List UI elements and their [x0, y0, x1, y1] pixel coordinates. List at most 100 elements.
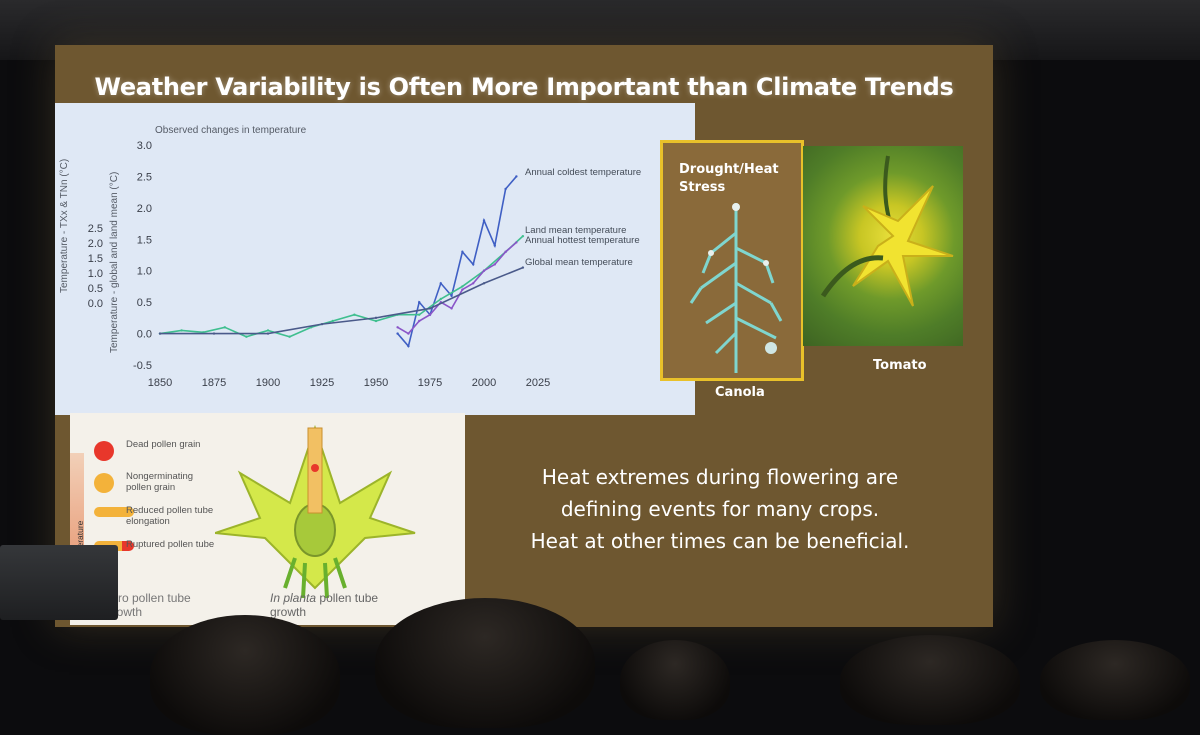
- data-point: [245, 335, 248, 338]
- data-point: [418, 300, 421, 304]
- data-point: [461, 250, 464, 254]
- data-point: [521, 266, 525, 269]
- data-point: [461, 285, 464, 288]
- y-tick-label-left: 1.5: [88, 253, 103, 265]
- flower-diagram: [215, 424, 416, 599]
- legend-label: Ruptured pollen tube: [126, 539, 215, 550]
- y-axis-label-left: Temperature - TXx & TNn (°C): [59, 159, 70, 293]
- series-line: [397, 241, 517, 335]
- data-point: [407, 344, 410, 348]
- in-vitro-caption: vitro pollen tube growth: [106, 591, 191, 619]
- temperature-chart: Observed changes in temperature Temperat…: [55, 103, 695, 415]
- canola-photo-frame: Drought/Heat Stress: [660, 140, 804, 381]
- x-tick-label: 1950: [364, 377, 388, 389]
- data-point: [439, 282, 442, 285]
- data-point: [493, 244, 496, 247]
- canola-caption: Canola: [715, 385, 765, 400]
- data-point: [450, 294, 453, 298]
- legend-label: Nongerminating pollen grain: [126, 471, 194, 493]
- data-point: [223, 326, 226, 329]
- data-point: [504, 187, 507, 191]
- y-tick-label-right: 2.0: [137, 203, 152, 215]
- data-point: [407, 332, 410, 335]
- y-tick-label-right: 3.0: [137, 140, 152, 152]
- quote-line-2: defining events for many crops.: [560, 497, 880, 521]
- y-tick-label-right: -0.5: [133, 360, 152, 372]
- y-tick-label-right: 1.0: [137, 266, 152, 278]
- data-point: [439, 297, 442, 301]
- data-point: [472, 263, 475, 266]
- data-point: [428, 307, 432, 310]
- x-tick-label: 2025: [526, 377, 550, 389]
- series-line: [159, 235, 524, 338]
- data-point: [212, 332, 216, 335]
- y-tick-label-left: 0.0: [88, 298, 103, 310]
- y-axis-label-right: Temperature - global and land mean (°C): [109, 172, 120, 353]
- legend-swatch: [94, 507, 134, 517]
- y-axis-ticks-right: -0.5 0.0 0.5 1.0 1.5 2.0 2.5 3.0: [133, 140, 152, 372]
- y-tick-label-right: 0.0: [137, 329, 152, 341]
- pollen-flower-figure: High Temperature Dead pollen grainNonger…: [70, 413, 465, 625]
- quote-line-1: Heat extremes during flowering are: [541, 465, 899, 489]
- data-point: [266, 329, 270, 332]
- y-tick-label-left: 1.0: [88, 268, 103, 280]
- data-point: [450, 307, 453, 310]
- data-point: [353, 313, 356, 316]
- data-point: [180, 329, 183, 332]
- data-point: [472, 282, 475, 285]
- series-label: Annual coldest temperature: [525, 167, 641, 178]
- chart-title: Observed changes in temperature: [155, 125, 307, 136]
- audience-head: [150, 615, 340, 735]
- data-point: [515, 241, 518, 244]
- slide-title: Weather Variability is Often More Import…: [94, 73, 954, 101]
- y-tick-label-left: 2.0: [88, 238, 103, 250]
- legend-label: Reduced pollen tube elongation: [126, 505, 214, 527]
- x-tick-label: 1975: [418, 377, 442, 389]
- series-label: Annual hottest temperature: [525, 235, 640, 246]
- data-point: [482, 282, 486, 285]
- data-point: [521, 234, 525, 238]
- slide-quote: Heat extremes during flowering are defin…: [490, 461, 950, 557]
- series-line: [396, 175, 518, 348]
- x-tick-label: 1850: [148, 377, 172, 389]
- y-tick-label-left: 2.5: [88, 223, 103, 235]
- data-point: [428, 313, 432, 316]
- chart-canvas: Observed changes in temperature Temperat…: [59, 125, 641, 389]
- data-point: [396, 332, 399, 335]
- legend-label: Dead pollen grain: [126, 439, 201, 450]
- legend-swatch: [94, 473, 114, 493]
- data-point: [493, 263, 496, 266]
- data-point: [266, 332, 270, 335]
- y-tick-label-right: 1.5: [137, 234, 152, 246]
- data-point: [331, 319, 334, 323]
- series-label: Global mean temperature: [525, 257, 633, 268]
- tomato-flower-drawing: [820, 155, 954, 307]
- data-point: [504, 250, 507, 254]
- data-point: [461, 288, 464, 291]
- in-planta-italic: In planta: [270, 591, 317, 605]
- audience-head: [375, 598, 595, 728]
- presentation-slide: Weather Variability is Often More Import…: [55, 45, 993, 627]
- tomato-caption: Tomato: [873, 358, 927, 373]
- y-tick-label-left: 0.5: [88, 283, 103, 295]
- data-point: [515, 175, 518, 178]
- y-axis-ticks-left: 0.0 0.5 1.0 1.5 2.0 2.5: [88, 223, 103, 310]
- x-tick-label: 1925: [310, 377, 334, 389]
- x-tick-label: 1875: [202, 377, 226, 389]
- stress-label: Drought/Heat Stress: [679, 162, 779, 195]
- x-tick-label: 1900: [256, 377, 280, 389]
- in-planta-caption: In planta pollen tube growth: [270, 591, 410, 619]
- data-point: [374, 316, 378, 320]
- audience-head: [1040, 640, 1190, 720]
- y-tick-label-right: 0.5: [137, 297, 152, 309]
- x-tick-label: 2000: [472, 377, 496, 389]
- tomato-flower-image: [803, 146, 963, 346]
- quote-line-3: Heat at other times can be beneficial.: [530, 529, 910, 553]
- legend-swatch: [94, 441, 114, 461]
- data-point: [418, 313, 421, 316]
- audience-head: [840, 635, 1020, 725]
- y-tick-label-right: 2.5: [137, 171, 152, 183]
- data-point: [396, 326, 399, 329]
- data-point: [320, 322, 324, 326]
- data-point: [482, 219, 486, 222]
